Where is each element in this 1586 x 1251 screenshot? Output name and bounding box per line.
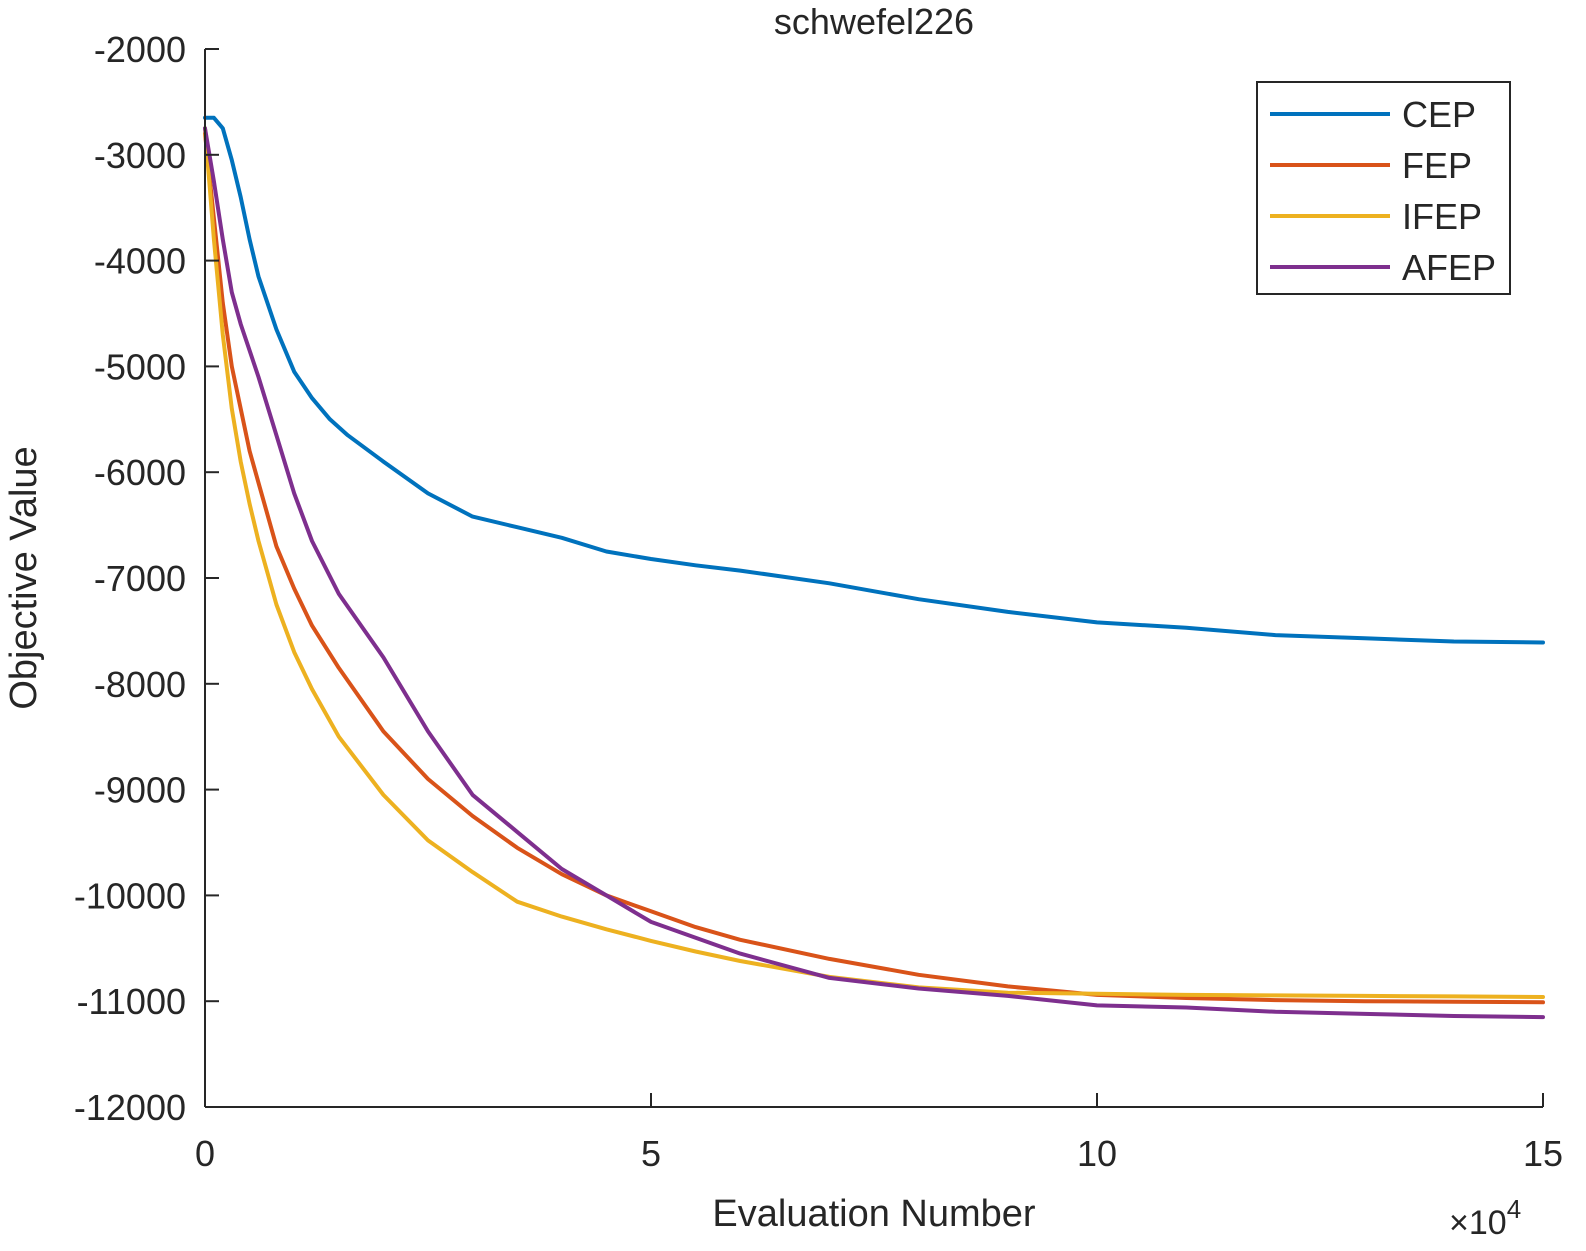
legend-label-afep: AFEP [1402,247,1496,288]
y-tick-label: -8000 [94,664,186,705]
y-axis-label: Objective Value [3,446,45,709]
y-tick-label: -6000 [94,452,186,493]
legend-label-fep: FEP [1402,145,1472,186]
legend-label-cep: CEP [1402,94,1476,135]
y-tick-label: -4000 [94,241,186,282]
legend-box [1256,81,1511,295]
x-tick-label: 5 [641,1133,661,1174]
y-tick-label: -9000 [94,770,186,811]
y-tick-label: -5000 [94,346,186,387]
series-line-cep [203,115,1545,645]
series-layer [203,115,1545,1020]
x-tick-label: 0 [195,1133,215,1174]
ticks-layer: 0 5 10 15 -12000 -11000 -10000 -9000 -8000 -7000 -… [74,29,1563,1174]
y-tick-label: -10000 [74,875,186,916]
series-line-afep [203,126,1545,1020]
y-tick-label: -2000 [94,29,186,70]
y-tick-label: -3000 [94,135,186,176]
y-tick-label: -11000 [77,981,186,1022]
x-tick-label: 10 [1077,1133,1117,1174]
x-axis-exponent-base: ×10 [1449,1204,1507,1242]
x-axis-label: Evaluation Number [712,1193,1036,1235]
y-tick-label: -7000 [94,558,186,599]
legend: CEP FEP IFEP AFEP [1256,81,1511,295]
plot-area: 0 5 10 15 -12000 -11000 -10000 -9000 -8000 -7000 -… [74,29,1563,1174]
y-tick-label: -12000 [74,1087,186,1128]
legend-label-ifep: IFEP [1402,196,1482,237]
series-line-ifep [203,126,1545,999]
x-axis-exponent-power: 4 [1507,1194,1521,1224]
x-axis-exponent: ×104 [1449,1194,1521,1242]
x-tick-label: 15 [1523,1133,1563,1174]
chart-title: schwefel226 [774,1,974,42]
